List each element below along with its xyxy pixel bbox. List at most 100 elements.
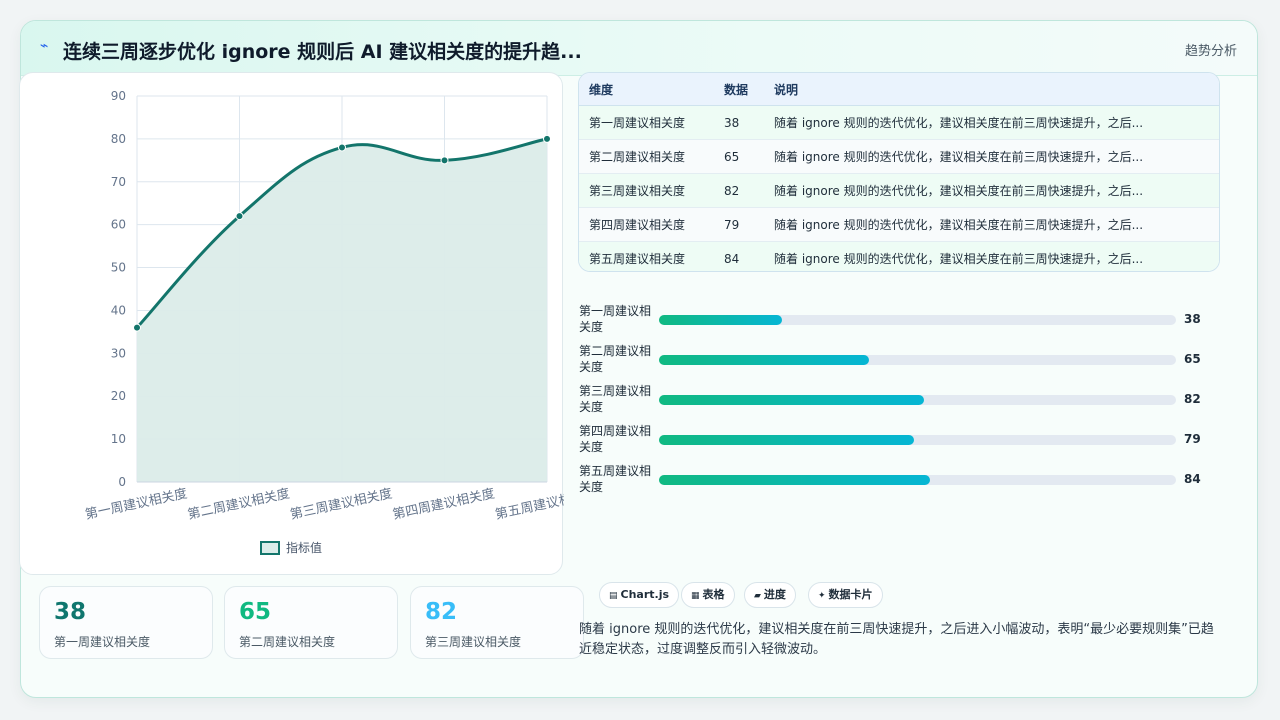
chip-label: Chart.js xyxy=(620,588,670,601)
line-chart: 0 10 20 30 40 50 60 70 80 90 第一周建议相关度第二周建议相关度第三周建议… xyxy=(84,89,564,555)
table-row: 第二周建议相关度 65 随着 ignore 规则的迭代优化，建议相关度在前三周快速提… xyxy=(579,139,1219,174)
y-tick-label: 10 xyxy=(111,432,126,446)
data-point xyxy=(133,323,141,332)
stat-card: 65 第二周建议相关度 xyxy=(224,586,398,659)
chip-label: 数据卡片 xyxy=(828,588,873,601)
tech-chip[interactable]: ▦ 表格 xyxy=(681,582,735,608)
table-header-description: 说明 xyxy=(764,73,1219,106)
stat-value: 65 xyxy=(239,599,272,625)
progress-value: 79 xyxy=(1184,432,1201,446)
progress-value: 65 xyxy=(1184,352,1201,366)
sparkle-icon: ✦ xyxy=(818,591,826,601)
x-tick-label: 第三周建议相关度 xyxy=(289,485,394,522)
legend-label: 指标值 xyxy=(286,540,322,555)
chip-label: 表格 xyxy=(702,588,725,601)
progress-row: 第四周建议相关度 79 xyxy=(579,422,1219,456)
progress-fill xyxy=(659,435,915,445)
y-tick-label: 70 xyxy=(111,175,126,189)
table-cell-dimension: 第三周建议相关度 xyxy=(579,173,714,208)
progress-fill xyxy=(659,355,870,365)
legend-swatch xyxy=(260,541,280,555)
progress-value: 84 xyxy=(1184,472,1201,486)
progress-row: 第三周建议相关度 82 xyxy=(579,382,1219,416)
y-tick-label: 60 xyxy=(111,218,126,232)
x-tick-label: 第二周建议相关度 xyxy=(186,485,291,522)
data-point xyxy=(440,156,449,165)
progress-label: 第一周建议相关度 xyxy=(579,304,652,334)
stat-label: 第二周建议相关度 xyxy=(239,635,336,649)
progress-track xyxy=(659,315,1176,325)
summary-text: 随着 ignore 规则的迭代优化，建议相关度在前三周快速提升，之后进入小幅波动… xyxy=(579,622,1214,657)
tech-chip[interactable]: ▤ Chart.js xyxy=(599,582,680,608)
table-icon: ▦ xyxy=(691,591,700,601)
y-tick-label: 50 xyxy=(111,261,126,275)
category-tag: 趋势分析 xyxy=(1184,44,1237,59)
stat-value: 82 xyxy=(425,599,458,625)
table-row: 第五周建议相关度 84 随着 ignore 规则的迭代优化，建议相关度在前三周快速提… xyxy=(579,241,1219,271)
table-cell-description: 随着 ignore 规则的迭代优化，建议相关度在前三周快速提升，之后... xyxy=(764,173,1219,208)
data-table: 维度 数据 说明 第一周建议相关度 38 随着 ignore 规则的迭代优化，建议相… xyxy=(578,72,1220,272)
stat-card: 38 第一周建议相关度 xyxy=(39,586,213,659)
x-tick-label: 第五周建议相关度 xyxy=(494,485,564,522)
line-chart-panel: 0 10 20 30 40 50 60 70 80 90 第一周建议相关度 第二周建议相关度 第三周建议… xyxy=(19,72,564,575)
table-cell-value: 65 xyxy=(714,139,764,174)
progress-label: 第三周建议相关度 xyxy=(579,384,652,414)
x-tick-label: 第一周建议相关度 xyxy=(84,485,189,522)
progress-label: 第四周建议相关度 xyxy=(579,424,652,454)
table-header-dimension: 维度 xyxy=(579,73,714,106)
progress-fill xyxy=(659,395,924,405)
table-row: 第三周建议相关度 82 随着 ignore 规则的迭代优化，建议相关度在前三周快速提… xyxy=(579,173,1219,208)
table-header-data: 数据 xyxy=(714,73,764,106)
series-area xyxy=(137,138,547,482)
table-cell-value: 79 xyxy=(714,207,764,242)
chip-label: 进度 xyxy=(763,588,786,601)
table-cell-dimension: 第一周建议相关度 xyxy=(579,105,714,140)
table-cell-description: 随着 ignore 规则的迭代优化，建议相关度在前三周快速提升，之后... xyxy=(764,105,1219,140)
progress-row: 第二周建议相关度 65 xyxy=(579,342,1219,376)
tech-chip[interactable]: ✦ 数据卡片 xyxy=(808,582,883,608)
data-point xyxy=(338,143,346,152)
card-header: ⌁ 连续三周逐步优化 ignore 规则后 AI 建议相关度的提升趋... 趋势… xyxy=(21,21,1257,76)
progress-track xyxy=(659,435,1176,445)
progress-label: 第二周建议相关度 xyxy=(579,344,652,374)
progress-track xyxy=(659,395,1176,405)
table-row: 第四周建议相关度 79 随着 ignore 规则的迭代优化，建议相关度在前三周快速提… xyxy=(579,207,1219,242)
stat-card: 82 第三周建议相关度 xyxy=(410,586,584,659)
y-tick-label: 0 xyxy=(118,475,126,489)
table-cell-value: 84 xyxy=(714,241,764,271)
y-tick-label: 20 xyxy=(111,389,126,403)
bolt-icon: ⌁ xyxy=(40,38,49,54)
progress-icon: ▰ xyxy=(754,591,761,601)
data-point xyxy=(543,134,551,143)
table-cell-description: 随着 ignore 规则的迭代优化，建议相关度在前三周快速提升，之后... xyxy=(764,139,1219,174)
table-cell-dimension: 第五周建议相关度 xyxy=(579,241,714,271)
y-tick-label: 80 xyxy=(111,132,126,146)
progress-row: 第五周建议相关度 84 xyxy=(579,462,1219,496)
progress-track xyxy=(659,475,1176,485)
progress-fill xyxy=(659,475,931,485)
stat-label: 第一周建议相关度 xyxy=(54,635,151,649)
y-tick-label: 40 xyxy=(111,303,126,317)
y-tick-label: 90 xyxy=(111,89,126,103)
table-cell-dimension: 第四周建议相关度 xyxy=(579,207,714,242)
progress-track xyxy=(659,355,1176,365)
chart-icon: ▤ xyxy=(609,591,618,601)
progress-row: 第一周建议相关度 38 xyxy=(579,302,1219,336)
data-point xyxy=(235,212,244,221)
table-cell-value: 38 xyxy=(714,105,764,140)
x-tick-label: 第四周建议相关度 xyxy=(391,485,496,522)
table-cell-value: 82 xyxy=(714,173,764,208)
progress-label: 第五周建议相关度 xyxy=(579,464,652,494)
table-cell-description: 随着 ignore 规则的迭代优化，建议相关度在前三周快速提升，之后... xyxy=(764,207,1219,242)
progress-fill xyxy=(659,315,782,325)
table-cell-description: 随着 ignore 规则的迭代优化，建议相关度在前三周快速提升，之后... xyxy=(764,241,1219,271)
progress-value: 38 xyxy=(1184,312,1201,326)
y-tick-label: 30 xyxy=(111,346,126,360)
series-line xyxy=(135,137,548,329)
progress-value: 82 xyxy=(1184,392,1201,406)
tech-chip[interactable]: ▰ 进度 xyxy=(744,582,796,608)
stat-value: 38 xyxy=(54,599,87,625)
stat-label: 第三周建议相关度 xyxy=(425,635,522,649)
table-cell-dimension: 第二周建议相关度 xyxy=(579,139,714,174)
page-title: 连续三周逐步优化 ignore 规则后 AI 建议相关度的提升趋... xyxy=(63,41,582,63)
